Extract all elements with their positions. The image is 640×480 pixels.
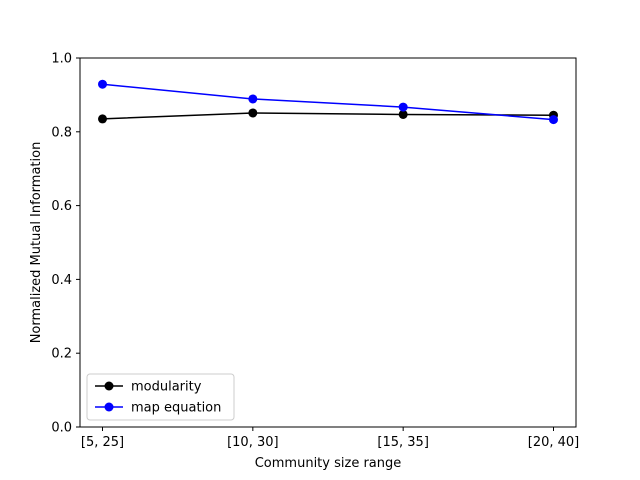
legend: modularity map equation xyxy=(86,373,235,421)
legend-label-modularity: modularity xyxy=(131,380,202,395)
legend-marker-map-equation xyxy=(104,402,114,412)
y-tick-label: 0.6 xyxy=(51,199,72,214)
data-point-map-equation xyxy=(398,102,408,112)
x-tick-label: [5, 25] xyxy=(81,435,124,450)
x-tick-label: [15, 35] xyxy=(377,435,429,450)
data-point-map-equation xyxy=(549,115,558,125)
x-axis-label: Community size range xyxy=(255,456,402,471)
legend-label-map-equation: map equation xyxy=(131,401,221,416)
data-point-modularity xyxy=(248,108,258,118)
y-tick-label: 0.0 xyxy=(51,421,72,436)
x-axis: [5, 25] [10, 30] [15, 35] [20, 40] xyxy=(81,427,579,450)
legend-marker-modularity xyxy=(104,381,114,391)
series-line-modularity xyxy=(102,112,554,120)
data-point-modularity xyxy=(98,114,107,124)
series-line-map-equation xyxy=(102,83,554,121)
legend-box xyxy=(86,373,235,421)
data-point-map-equation xyxy=(98,79,107,89)
y-tick-label: 0.2 xyxy=(51,347,72,362)
plot-area xyxy=(98,79,558,125)
x-tick-label: [10, 30] xyxy=(227,435,279,450)
data-point-map-equation xyxy=(248,94,258,104)
x-tick-label: [20, 40] xyxy=(528,435,580,450)
y-tick-label: 0.4 xyxy=(51,273,72,288)
y-axis-label: Normalized Mutual Information xyxy=(29,142,44,344)
plot-frame xyxy=(79,57,577,428)
y-tick-label: 1.0 xyxy=(51,52,72,67)
y-tick-label: 0.8 xyxy=(51,125,72,140)
data-point-modularity xyxy=(398,109,408,119)
y-axis: 0.0 0.2 0.4 0.6 0.8 1.0 xyxy=(51,52,80,436)
